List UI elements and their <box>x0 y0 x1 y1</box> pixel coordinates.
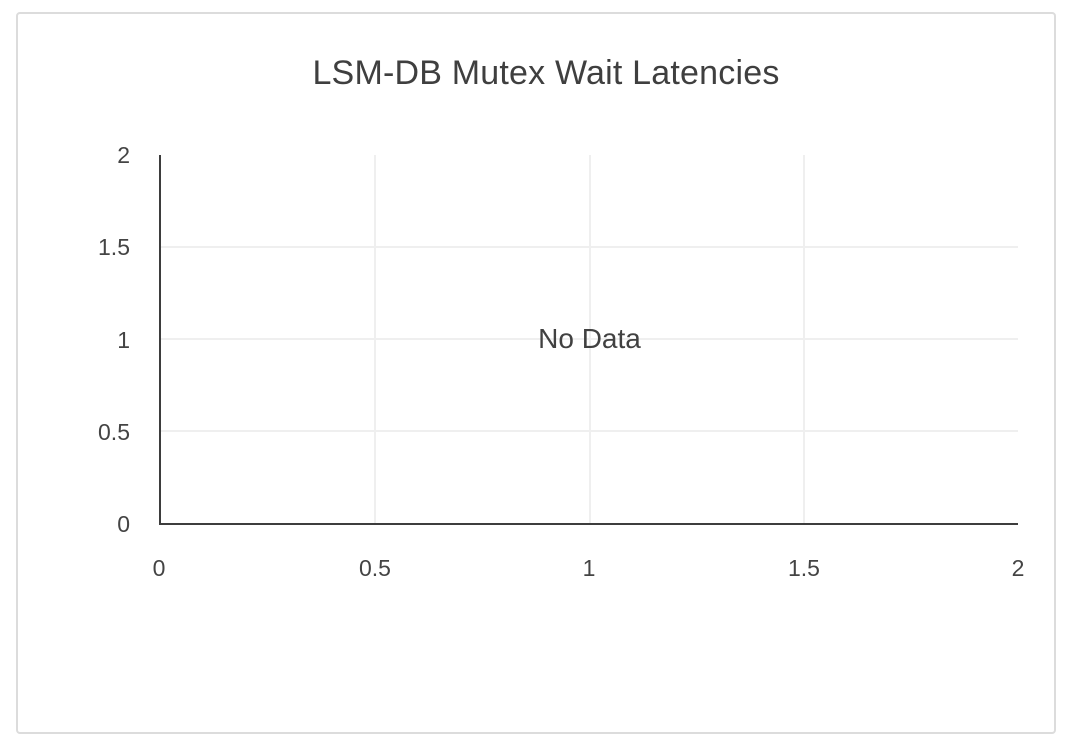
x-axis-tick-label: 1.5 <box>788 555 820 581</box>
gridline-horizontal-0.5 <box>161 430 1018 432</box>
y-axis-tick-label: 1 <box>117 327 130 353</box>
no-data-message: No Data <box>538 323 641 354</box>
x-axis-tick-label: 0 <box>152 555 166 581</box>
gridline-horizontal-1.5 <box>161 246 1018 248</box>
y-axis-tick-label: 0.5 <box>98 419 130 445</box>
x-axis-tick-label: 0.5 <box>359 555 391 581</box>
gridline-horizontal-1 <box>161 338 1018 340</box>
y-axis-tick-label: 1.5 <box>98 234 130 260</box>
y-axis-tick-label: 0 <box>117 511 130 537</box>
x-axis-tick-label: 2 <box>1011 555 1025 581</box>
y-axis-tick-label: 2 <box>117 142 130 168</box>
chart-card: LSM-DB Mutex Wait Latencies No Data 2 1.… <box>16 12 1056 734</box>
chart-title: LSM-DB Mutex Wait Latencies <box>312 54 780 92</box>
plot-area: No Data <box>159 155 1018 525</box>
x-axis-tick-label: 1 <box>582 555 596 581</box>
